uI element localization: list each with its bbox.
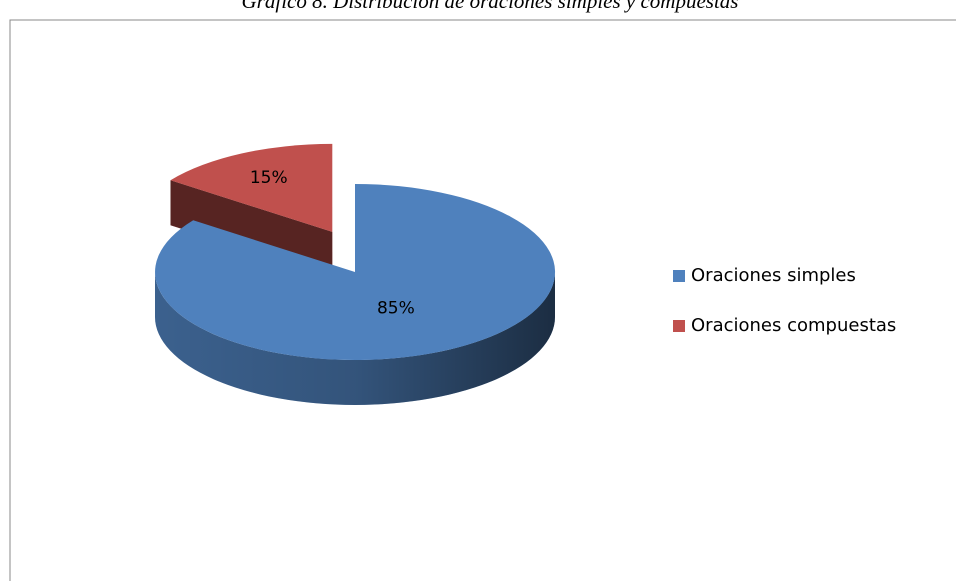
legend-label: Oraciones simples [691, 265, 856, 286]
plot-area: 15% 85% [155, 143, 556, 405]
data-label: 85% [377, 298, 415, 318]
legend: Oraciones simples Oraciones compuestas [673, 265, 896, 336]
slice [170, 143, 333, 232]
legend-swatch [673, 270, 685, 282]
legend-label: Oraciones compuestas [691, 315, 896, 336]
chart-title: Gráfico 8. Distribución de oraciones sim… [242, 0, 739, 13]
data-label: 15% [250, 168, 288, 188]
slice-side-shade [155, 272, 555, 405]
slice [155, 184, 556, 360]
chart-frame [9, 19, 956, 581]
legend-swatch [673, 320, 685, 332]
